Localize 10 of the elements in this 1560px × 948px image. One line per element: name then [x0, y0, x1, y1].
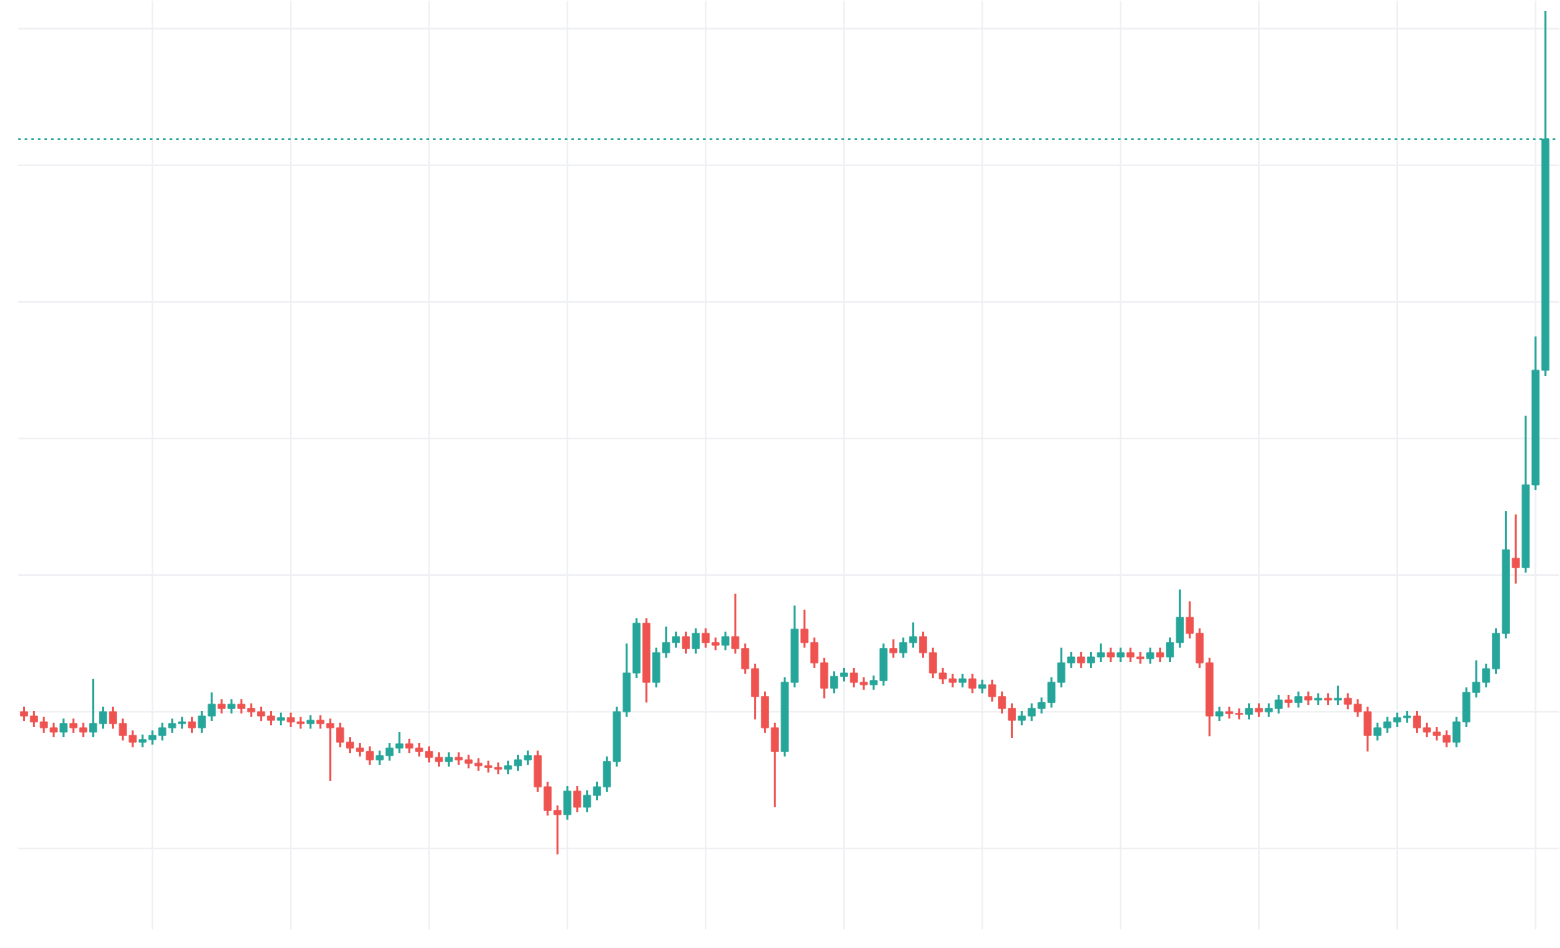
candlestick: [1511, 513, 1520, 585]
candlestick: [59, 717, 68, 739]
candlestick: [889, 638, 898, 660]
candlestick: [573, 785, 582, 814]
candlestick: [968, 673, 977, 695]
candlestick: [691, 627, 700, 655]
candlestick: [721, 630, 730, 652]
candlestick: [563, 785, 572, 821]
candlestick: [681, 630, 690, 655]
candlestick: [1333, 684, 1342, 707]
